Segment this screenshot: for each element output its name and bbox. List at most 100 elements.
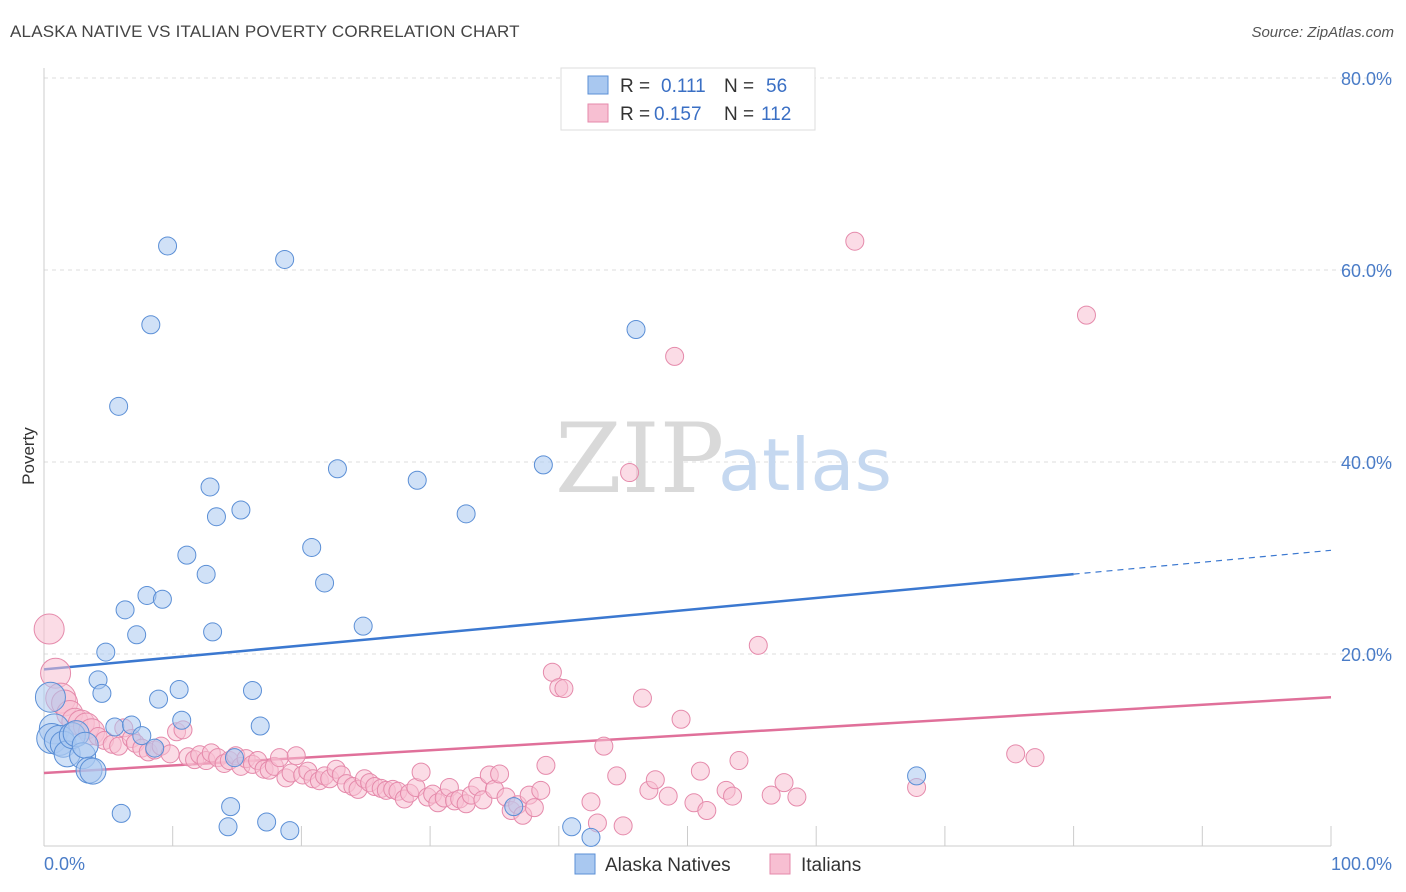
legend-swatch-pink	[587, 103, 609, 123]
y-tick-label-1: 40.0%	[1341, 453, 1392, 473]
alaska-native-point-46	[327, 459, 347, 479]
alaska-native-point-29	[172, 710, 192, 730]
tick-labels: 20.0% 40.0% 60.0% 80.0% 0.0% 100.0%	[44, 69, 1392, 874]
italian-point-64	[411, 762, 431, 782]
legend-r-value-0: 0.111	[661, 76, 706, 97]
alaska-native-point-14	[96, 642, 116, 662]
alaska-native-point-33	[203, 622, 223, 642]
alaska-native-point-23	[141, 315, 161, 335]
italian-point-101	[671, 709, 691, 729]
italian-point-108	[748, 635, 768, 655]
italian-point-107	[729, 751, 749, 771]
bottom-legend-swatch-alaska	[574, 853, 596, 875]
alaska-native-point-52	[562, 817, 582, 837]
italian-point-86	[536, 755, 556, 775]
alaska-native-point-13	[92, 683, 112, 703]
italian-point-115	[1025, 748, 1045, 768]
alaska-native-point-50	[504, 797, 524, 817]
alaska-native-point-0	[34, 681, 66, 713]
alaska-native-point-40	[250, 716, 270, 736]
bottom-legend: Alaska Natives Italians	[574, 853, 861, 876]
alaska-native-point-37	[224, 748, 244, 768]
italian-point-93	[607, 766, 627, 786]
axes	[43, 68, 1332, 847]
italian-point-85	[531, 780, 551, 800]
alaska-native-point-39	[242, 680, 262, 700]
watermark-zip: ZIP	[555, 403, 724, 515]
y-axis-label: Poverty	[19, 427, 38, 485]
italian-point-99	[658, 786, 678, 806]
italian-point-98	[645, 770, 665, 790]
italian-point-42	[286, 746, 306, 766]
italian-point-116	[1076, 305, 1096, 325]
alaska-native-point-21	[132, 726, 152, 746]
italian-point-84	[524, 798, 544, 818]
alaska-native-point-36	[221, 797, 241, 817]
legend-n-label-0: N =	[724, 76, 754, 97]
bottom-legend-label-italians: Italians	[801, 855, 861, 876]
legend: R = 0.111 N = 56 R = 0.157 N = 112	[560, 67, 816, 131]
alaska-native-point-47	[353, 616, 373, 636]
italian-point-90	[581, 792, 601, 812]
alaska-native-point-25	[149, 689, 169, 709]
italian-point-78	[490, 764, 510, 784]
legend-n-value-1: 112	[761, 104, 791, 125]
alaska-native-point-9	[71, 731, 99, 759]
alaska-native-point-27	[158, 236, 178, 256]
italian-point-39	[270, 748, 290, 768]
italian-point-109	[761, 785, 781, 805]
italian-point-103	[690, 761, 710, 781]
italian-point-106	[723, 786, 743, 806]
legend-r-label-0: R =	[620, 76, 650, 97]
watermark: ZIP atlas	[555, 403, 892, 515]
alaska-native-point-26	[152, 589, 172, 609]
alaska-native-point-35	[218, 817, 238, 837]
legend-n-label-1: N =	[724, 104, 754, 125]
alaska-native-point-30	[177, 545, 197, 565]
alaska-native-point-54	[626, 320, 646, 340]
legend-swatch-blue	[587, 75, 609, 95]
alaska-native-point-38	[231, 500, 251, 520]
alaska-native-point-48	[407, 470, 427, 490]
alaska-native-point-42	[275, 249, 295, 269]
alaska-native-point-41	[257, 812, 277, 832]
alaska-native-point-16	[109, 396, 129, 416]
italian-point-96	[632, 688, 652, 708]
italian-point-111	[787, 787, 807, 807]
trend-line-alaska-natives	[43, 572, 1074, 671]
alaska-native-point-15	[105, 717, 125, 737]
y-tick-label-0: 20.0%	[1341, 645, 1392, 665]
bottom-legend-swatch-italians	[769, 853, 791, 875]
alaska-native-point-51	[533, 455, 553, 475]
grid-lines	[44, 77, 1392, 655]
alaska-native-point-55	[907, 766, 927, 786]
alaska-native-point-32	[200, 477, 220, 497]
watermark-atlas: atlas	[718, 423, 892, 507]
y-tick-label-2: 60.0%	[1341, 261, 1392, 281]
alaska-native-point-44	[302, 537, 322, 557]
trend-line-alaska-natives-extension	[1073, 549, 1332, 575]
source-credit: Source: ZipAtlas.com	[1251, 24, 1394, 41]
alaska-native-point-28	[169, 680, 189, 700]
y-tick-label-3: 80.0%	[1341, 69, 1392, 89]
italian-point-0	[33, 613, 65, 645]
italian-point-114	[1006, 744, 1026, 764]
alaska-native-point-31	[196, 564, 216, 584]
data-points	[33, 231, 1096, 847]
alaska-native-point-45	[315, 573, 335, 593]
trend-lines	[43, 549, 1332, 775]
italian-point-104	[697, 800, 717, 820]
legend-r-value-1: 0.157	[654, 104, 702, 125]
alaska-native-point-34	[206, 507, 226, 527]
alaska-native-point-24	[145, 738, 165, 758]
chart-title: ALASKA NATIVE VS ITALIAN POVERTY CORRELA…	[10, 22, 520, 41]
bottom-legend-label-alaska: Alaska Natives	[605, 855, 731, 876]
italian-point-110	[774, 773, 794, 793]
legend-n-value-0: 56	[766, 76, 787, 97]
italian-point-112	[845, 231, 865, 251]
alaska-native-point-53	[581, 827, 601, 847]
italian-point-95	[620, 463, 640, 483]
x-tick-label-0: 0.0%	[44, 854, 85, 874]
alaska-native-point-43	[280, 821, 300, 841]
